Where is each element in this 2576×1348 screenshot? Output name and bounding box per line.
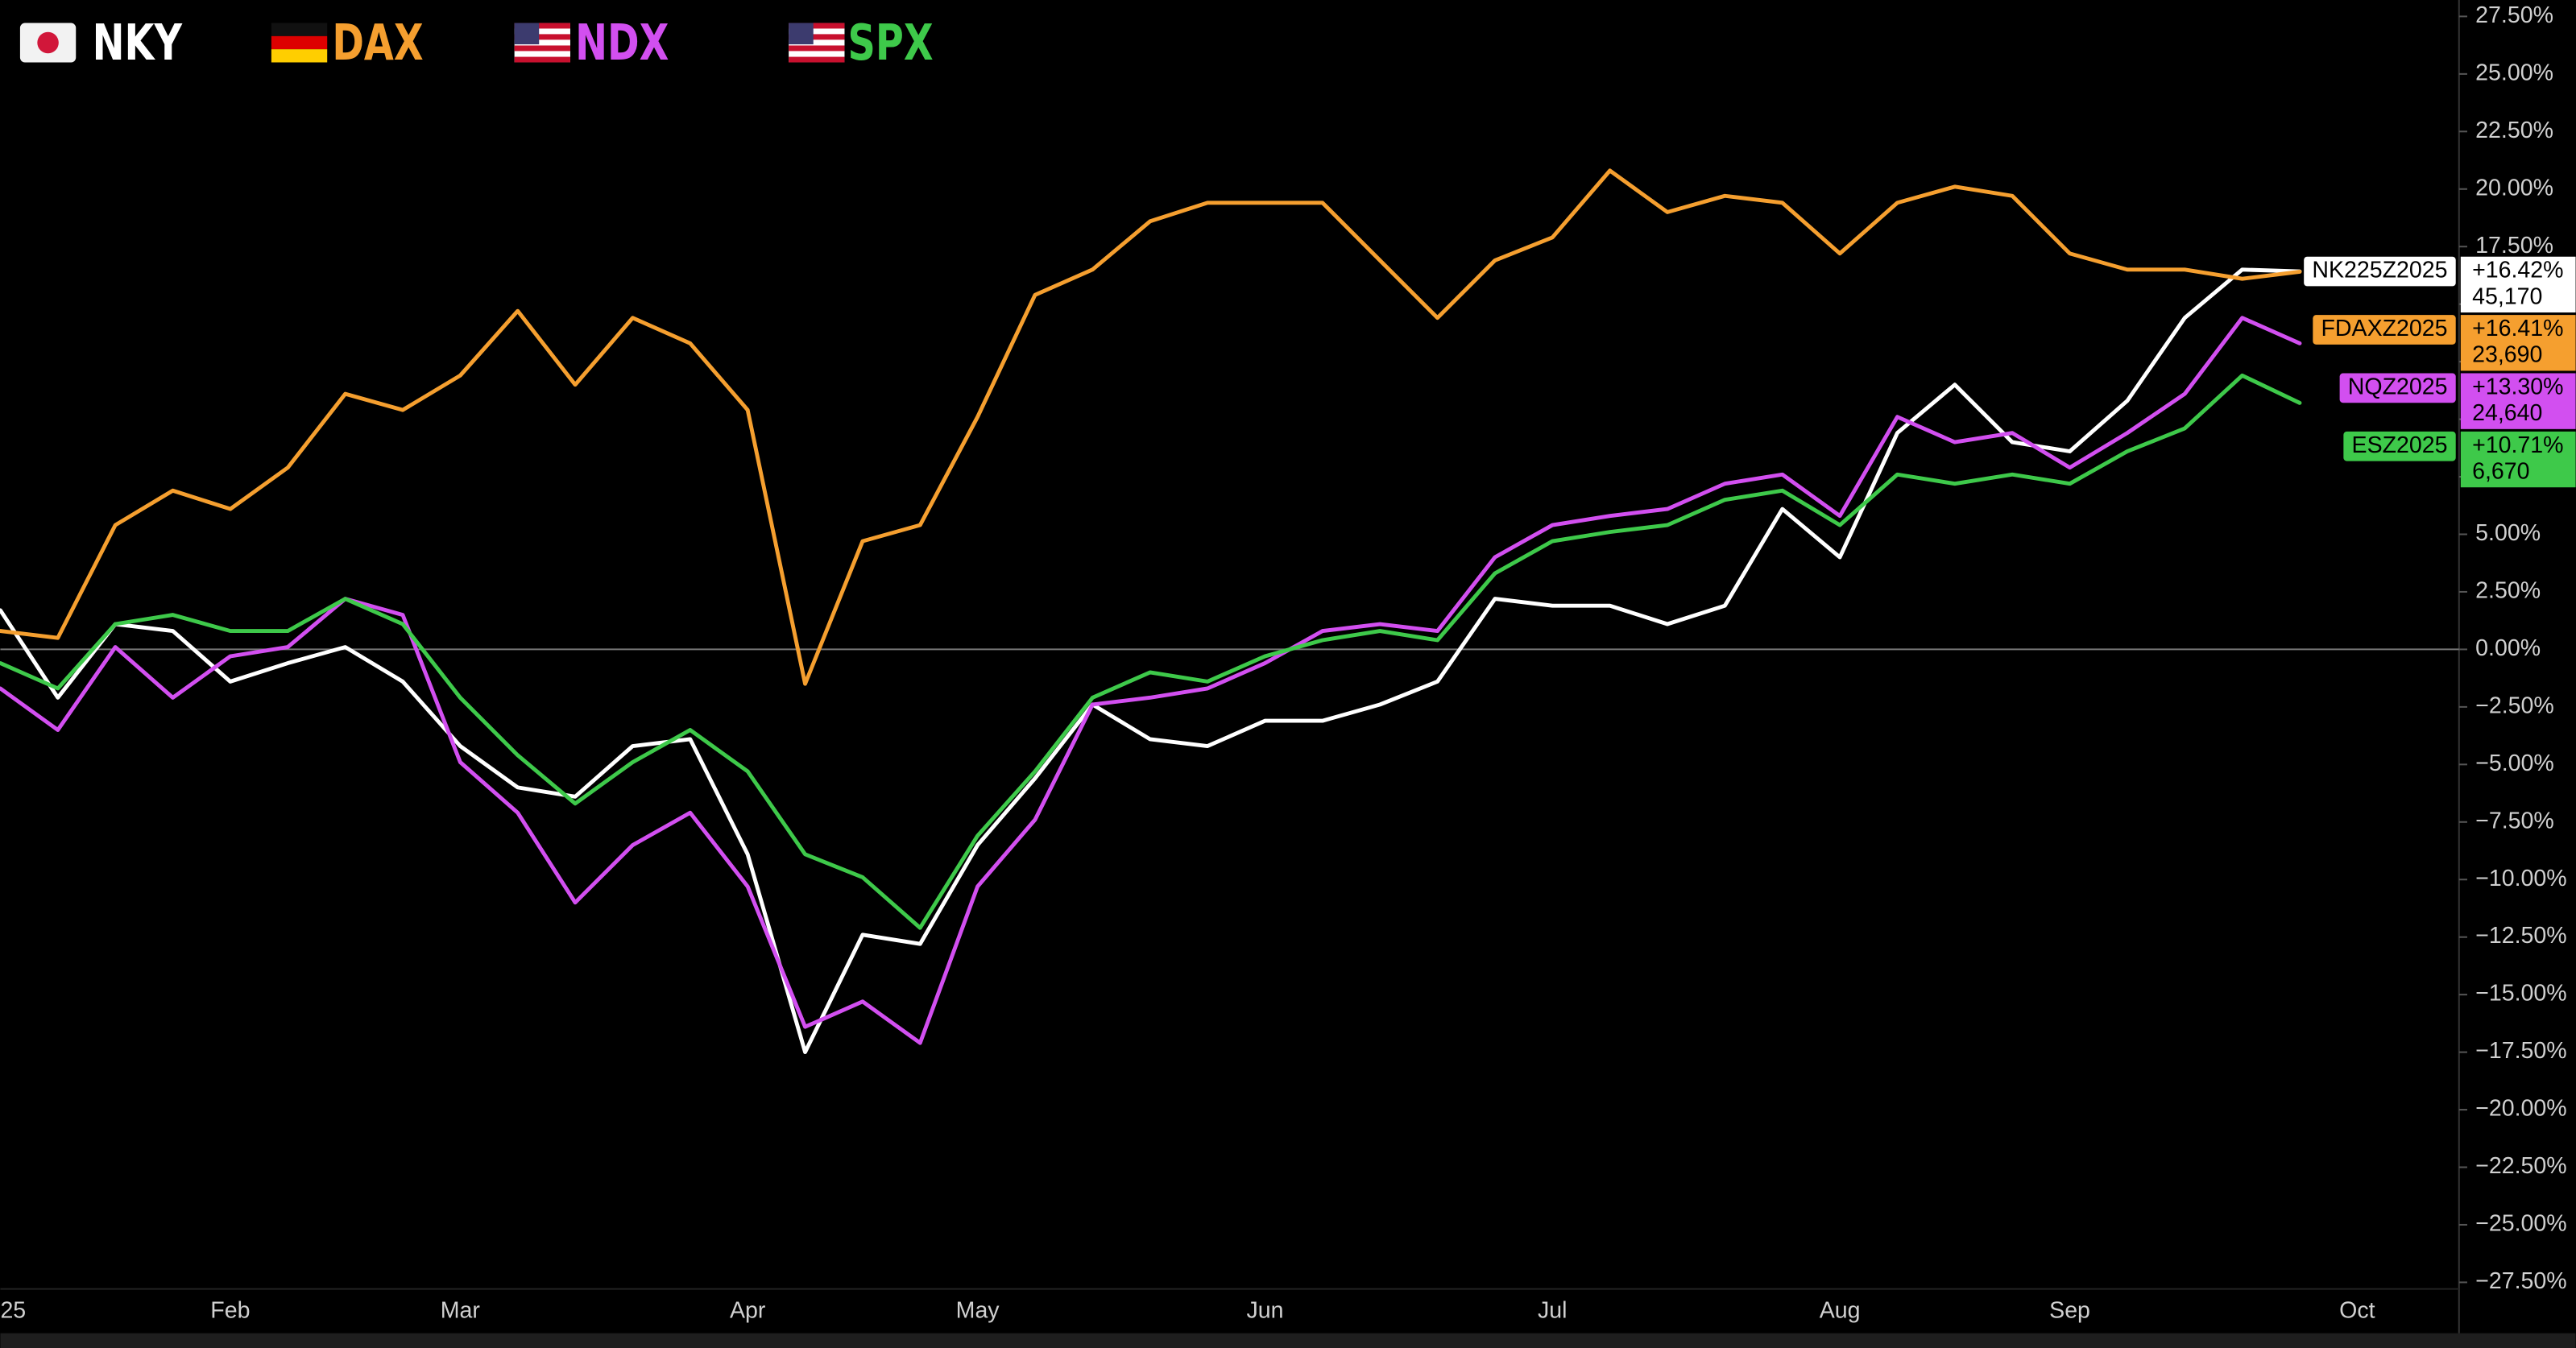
y-tick-label: −7.50%	[2475, 808, 2554, 833]
x-tick-label: Aug	[1820, 1298, 1861, 1324]
tag-price: 45,170	[2472, 283, 2542, 309]
x-tick-label: Jul	[1538, 1298, 1567, 1324]
y-tick-label: −15.00%	[2475, 981, 2566, 1007]
y-tick-label: 22.50%	[2475, 118, 2553, 143]
y-tick-label: −20.00%	[2475, 1096, 2566, 1122]
tag-contract: NK225Z2025	[2312, 258, 2447, 283]
x-tick-label: Feb	[210, 1298, 250, 1324]
bottom-bar	[0, 1333, 2576, 1348]
y-tick-label: −25.00%	[2475, 1211, 2566, 1237]
x-tick-label: Apr	[730, 1298, 766, 1324]
series-line	[0, 316, 2302, 1045]
x-tick-label: Oct	[2339, 1298, 2375, 1324]
flag-germany	[271, 23, 328, 63]
tag-change: +16.42%	[2472, 258, 2563, 283]
tag-box	[2313, 315, 2456, 345]
y-tick-label: 25.00%	[2475, 60, 2553, 85]
y-tick-label: −22.50%	[2475, 1153, 2566, 1179]
y-tick-label: −12.50%	[2475, 923, 2566, 949]
y-tick-label: −10.00%	[2475, 866, 2566, 891]
tag-contract: ESZ2025	[2352, 432, 2448, 458]
tag-contract: FDAXZ2025	[2321, 316, 2448, 341]
y-tick-label: −27.50%	[2475, 1268, 2566, 1294]
x-tick-label: 25	[0, 1298, 26, 1324]
tag-price: 6,670	[2472, 458, 2529, 484]
y-tick-label: −2.50%	[2475, 693, 2554, 718]
y-tick-label: 20.00%	[2475, 175, 2553, 201]
tag-change: +13.30%	[2472, 374, 2563, 399]
tag-box	[2460, 256, 2576, 313]
series-line	[0, 373, 2302, 930]
tag-box	[2460, 315, 2576, 371]
legend-label: NDX	[575, 14, 669, 71]
series-line	[0, 267, 2302, 1055]
tag-contract: NQZ2025	[2348, 374, 2448, 399]
tag-box	[2343, 431, 2456, 461]
flag-japan	[19, 23, 77, 63]
tag-box	[2339, 373, 2456, 403]
x-tick-label: Sep	[2049, 1298, 2090, 1324]
y-tick-label: −17.50%	[2475, 1038, 2566, 1064]
legend-label: SPX	[848, 14, 934, 71]
flag-usa	[789, 23, 845, 63]
tag-box	[2304, 256, 2456, 287]
tag-price: 24,640	[2472, 400, 2542, 426]
y-tick-label: 0.00%	[2475, 635, 2541, 661]
x-tick-label: Mar	[441, 1298, 481, 1324]
tag-change: +16.41%	[2472, 316, 2563, 341]
y-tick-label: 2.50%	[2475, 578, 2541, 604]
x-tick-label: Jun	[1246, 1298, 1283, 1324]
tag-box	[2460, 431, 2576, 488]
legend-label: NKY	[93, 14, 184, 71]
x-tick-label: May	[956, 1298, 1000, 1324]
y-tick-label: −5.00%	[2475, 750, 2554, 776]
tag-change: +10.71%	[2472, 432, 2563, 458]
y-tick-label: 27.50%	[2475, 2, 2553, 28]
flag-usa	[514, 23, 570, 63]
legend-label: DAX	[332, 14, 423, 71]
series-line	[0, 168, 2302, 686]
tag-box	[2460, 373, 2576, 429]
y-tick-label: 17.50%	[2475, 233, 2553, 258]
y-tick-label: 5.00%	[2475, 520, 2541, 546]
tag-price: 23,690	[2472, 342, 2542, 368]
